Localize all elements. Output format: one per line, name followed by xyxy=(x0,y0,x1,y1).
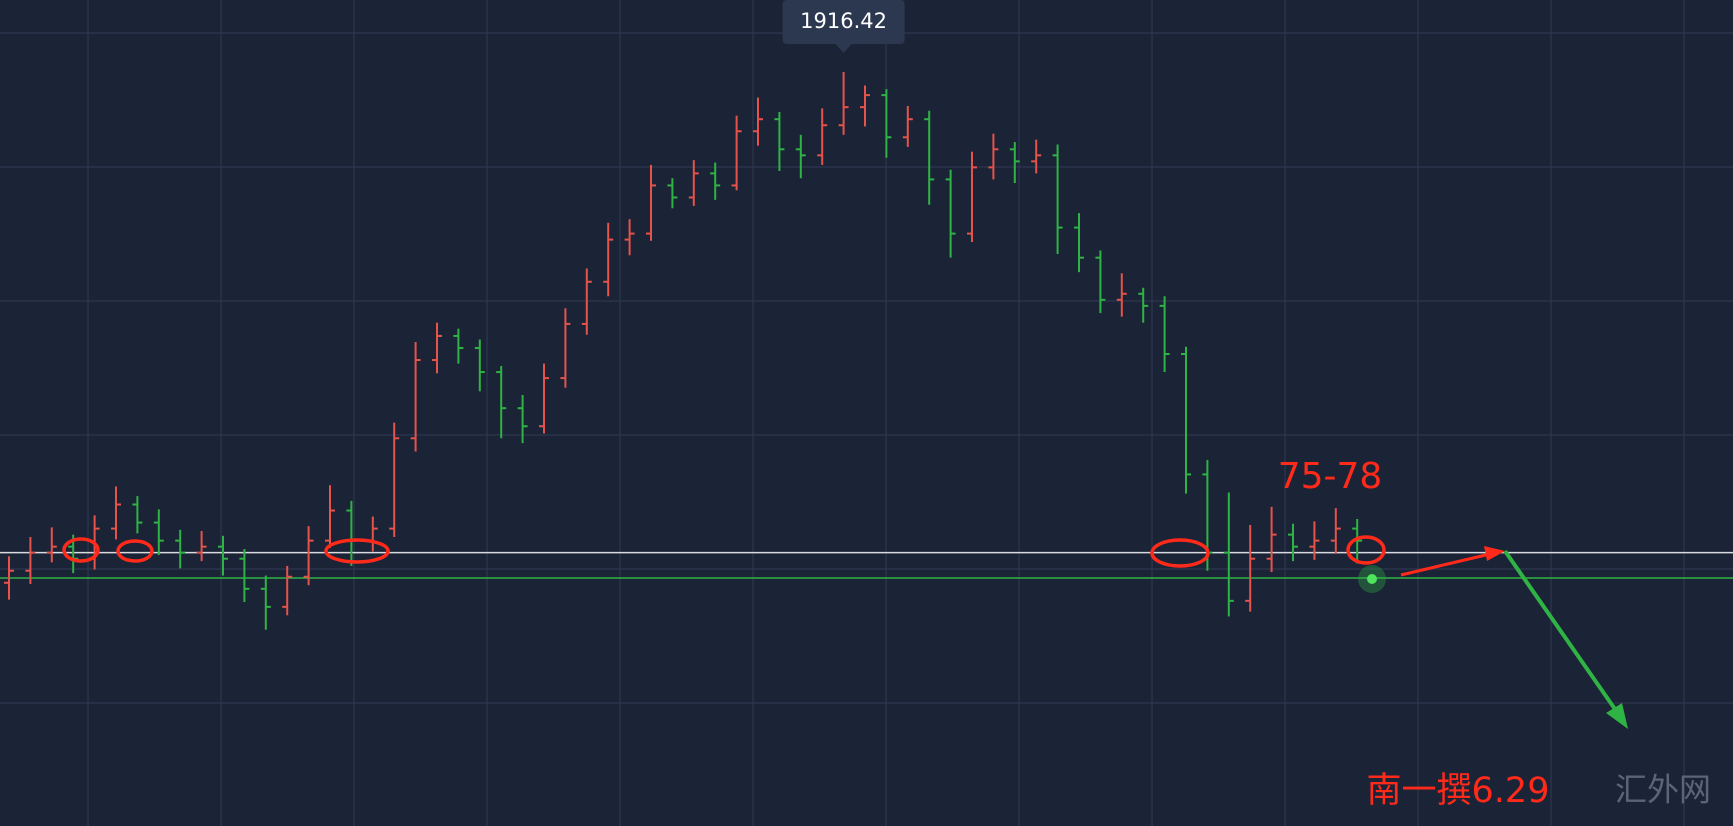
price-dot xyxy=(1367,574,1377,584)
circle xyxy=(1150,538,1210,568)
annotation: 75-78 xyxy=(1278,456,1383,497)
peak-label: 1916.42 xyxy=(800,9,887,33)
circle xyxy=(116,539,154,563)
peak-tooltip-pointer xyxy=(835,44,852,53)
peak-tooltip xyxy=(782,0,905,44)
bars xyxy=(4,72,1363,630)
signature: 南一撰6.29 xyxy=(1367,771,1550,811)
circle xyxy=(324,538,390,564)
arrow-head xyxy=(1484,546,1505,561)
watermark: 汇外网 xyxy=(1615,771,1711,809)
arrow-up xyxy=(1400,552,1491,577)
circle xyxy=(1346,535,1386,565)
arrow-head xyxy=(1606,703,1628,729)
arrow-down xyxy=(1503,549,1619,714)
circle xyxy=(62,537,100,563)
highlight-circles xyxy=(62,535,1386,568)
